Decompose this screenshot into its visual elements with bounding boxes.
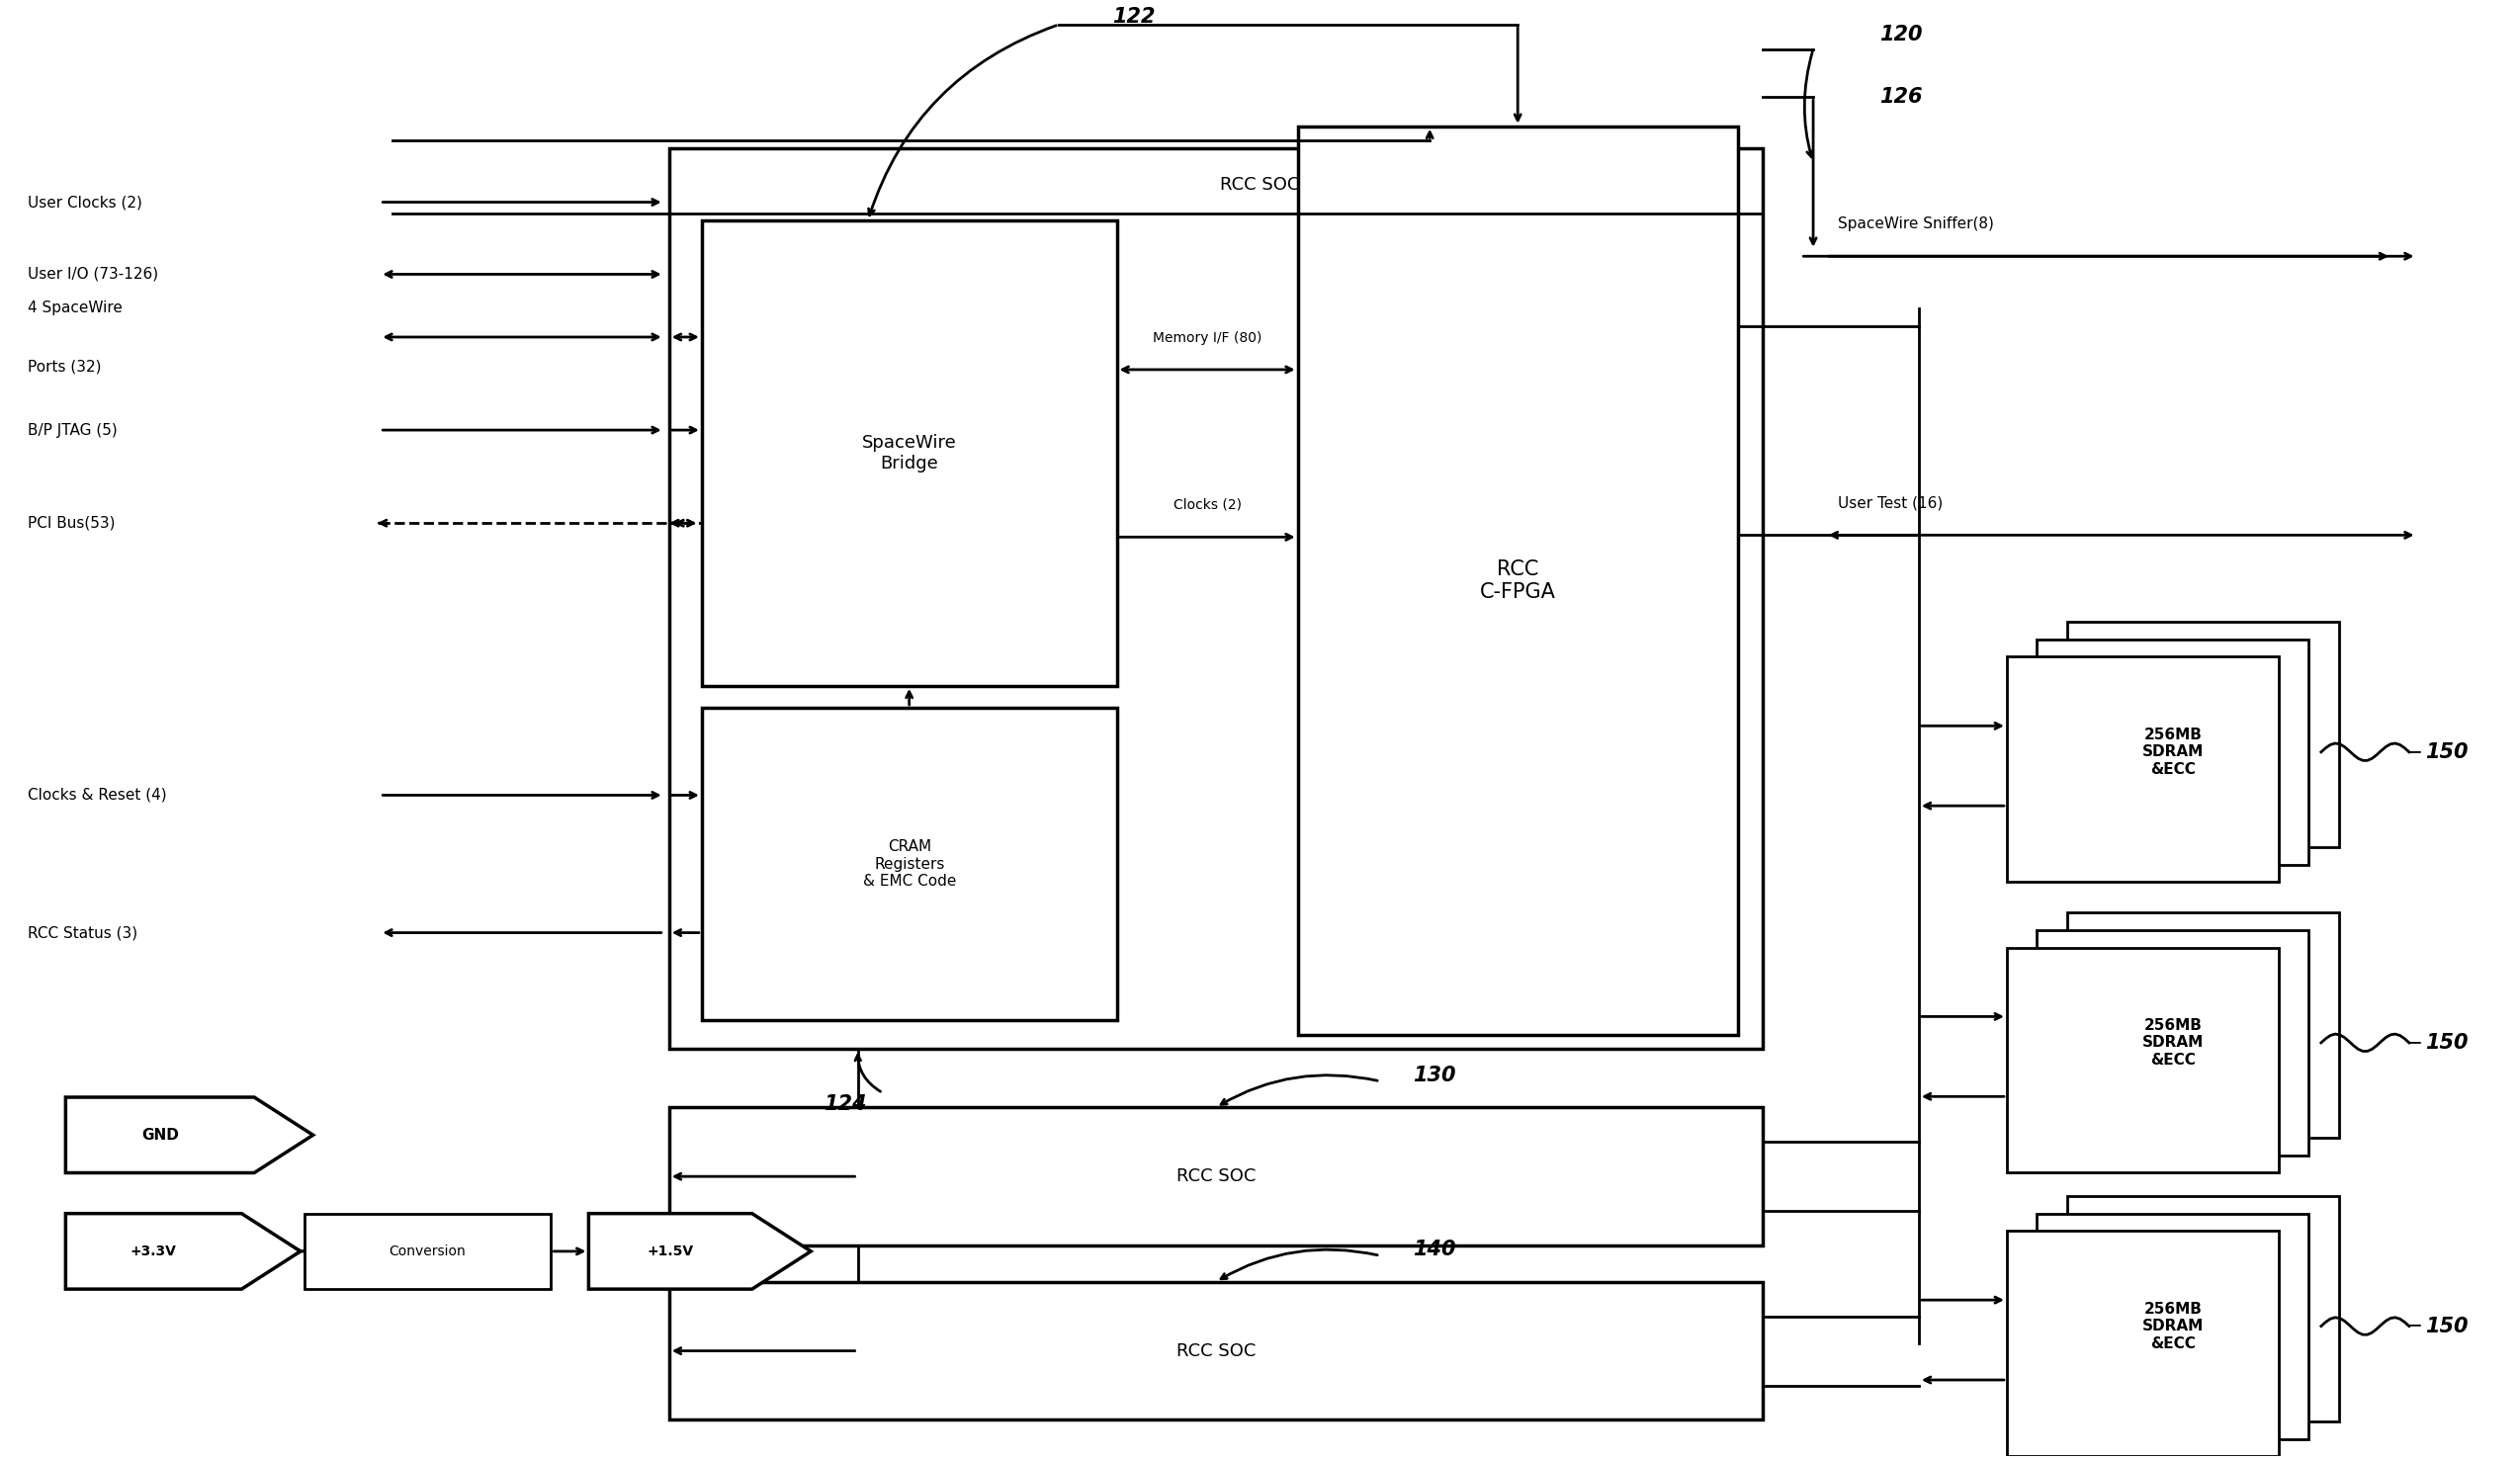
- Text: RCC Status (3): RCC Status (3): [28, 925, 139, 940]
- Text: RCC
C-FPGA: RCC C-FPGA: [1479, 559, 1555, 603]
- Text: PCI Bus(53): PCI Bus(53): [28, 515, 116, 531]
- Bar: [1298, 127, 1739, 1034]
- Bar: [701, 220, 1116, 686]
- Text: Clocks (2): Clocks (2): [1174, 498, 1242, 512]
- Bar: [2066, 913, 2339, 1138]
- Bar: [701, 708, 1116, 1020]
- Text: 256MB
SDRAM
&ECC: 256MB SDRAM &ECC: [2142, 1018, 2202, 1068]
- Bar: [2036, 639, 2308, 865]
- Text: Memory I/F (80): Memory I/F (80): [1152, 331, 1263, 344]
- Text: Conversion: Conversion: [388, 1245, 466, 1258]
- Text: 126: 126: [1880, 88, 1923, 107]
- Text: 150: 150: [2424, 1033, 2470, 1052]
- Bar: [305, 1214, 552, 1290]
- Text: Ports (32): Ports (32): [28, 359, 101, 374]
- Text: B/P JTAG (5): B/P JTAG (5): [28, 423, 118, 438]
- Text: User I/O (73-126): User I/O (73-126): [28, 267, 159, 282]
- Bar: [670, 1107, 1764, 1246]
- Text: Clocks & Reset (4): Clocks & Reset (4): [28, 788, 166, 802]
- Text: 120: 120: [1880, 25, 1923, 45]
- Text: 130: 130: [1414, 1065, 1457, 1085]
- Text: 256MB
SDRAM
&ECC: 256MB SDRAM &ECC: [2142, 728, 2202, 776]
- Text: +3.3V: +3.3V: [131, 1245, 176, 1258]
- Text: RCC SOC: RCC SOC: [1220, 175, 1300, 194]
- Text: 256MB
SDRAM
&ECC: 256MB SDRAM &ECC: [2142, 1301, 2202, 1351]
- Text: 4 SpaceWire: 4 SpaceWire: [28, 301, 123, 315]
- Polygon shape: [66, 1097, 312, 1173]
- Bar: [2006, 1231, 2278, 1456]
- Text: 150: 150: [2424, 1316, 2470, 1336]
- Bar: [2006, 947, 2278, 1173]
- Bar: [670, 149, 1764, 1049]
- Polygon shape: [590, 1214, 811, 1290]
- Text: CRAM
Registers
& EMC Code: CRAM Registers & EMC Code: [862, 839, 955, 889]
- Text: SpaceWire Sniffer(8): SpaceWire Sniffer(8): [1837, 217, 1993, 232]
- Text: 124: 124: [824, 1094, 867, 1115]
- Text: ─: ─: [2409, 743, 2419, 762]
- Text: User Test (16): User Test (16): [1837, 496, 1943, 511]
- Text: 150: 150: [2424, 743, 2470, 762]
- Text: 140: 140: [1414, 1240, 1457, 1259]
- Text: User Clocks (2): User Clocks (2): [28, 194, 144, 210]
- Text: ─: ─: [2409, 1316, 2419, 1336]
- Text: 122: 122: [1114, 7, 1157, 28]
- Bar: [2066, 1196, 2339, 1421]
- Bar: [670, 1282, 1764, 1420]
- Bar: [2036, 1214, 2308, 1439]
- Text: RCC SOC: RCC SOC: [1177, 1167, 1255, 1185]
- Bar: [2036, 929, 2308, 1156]
- Bar: [2006, 657, 2278, 883]
- Text: ─: ─: [2409, 1033, 2419, 1052]
- Text: SpaceWire
Bridge: SpaceWire Bridge: [862, 435, 958, 473]
- Polygon shape: [66, 1214, 300, 1290]
- Text: GND: GND: [141, 1128, 179, 1142]
- Text: RCC SOC: RCC SOC: [1177, 1342, 1255, 1360]
- Bar: [2066, 622, 2339, 848]
- Text: +1.5V: +1.5V: [648, 1245, 693, 1258]
